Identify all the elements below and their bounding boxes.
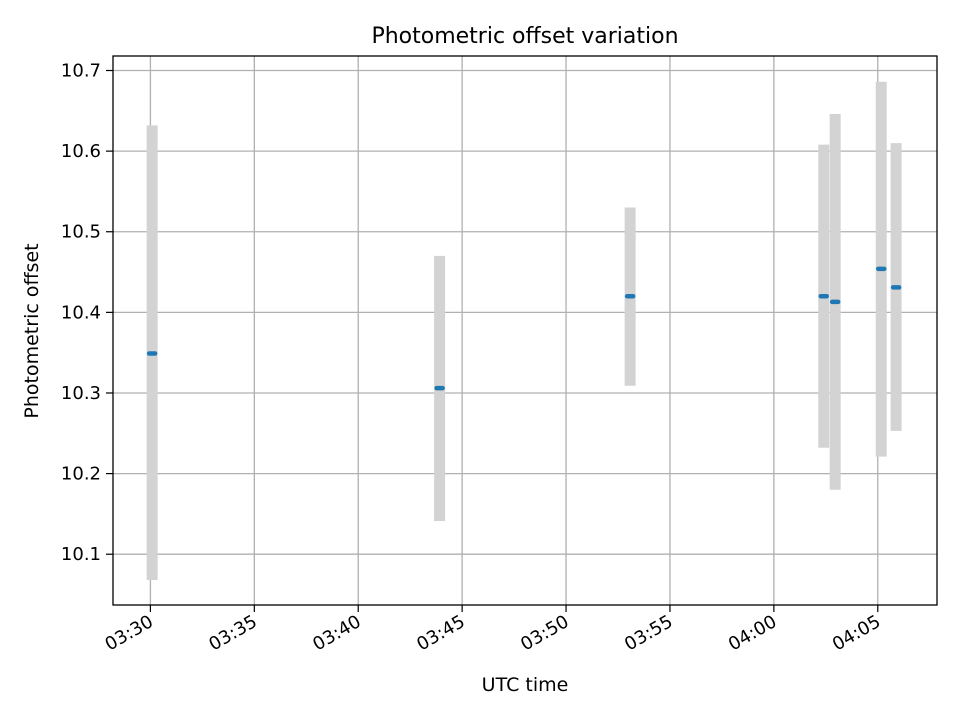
plot-area-frame (112, 55, 938, 606)
y-axis-label: Photometric offset (21, 243, 43, 418)
chart-title: Photometric offset variation (371, 24, 678, 49)
y-tick-label: 10.5 (61, 222, 101, 243)
y-tick-label: 10.2 (61, 464, 101, 485)
x-axis-label: UTC time (482, 674, 569, 696)
y-tick-label: 10.6 (61, 141, 101, 162)
y-tick-label: 10.1 (61, 544, 101, 565)
y-tick-label: 10.4 (61, 302, 101, 323)
data-points (146, 266, 902, 391)
y-tick-label: 10.3 (61, 383, 101, 404)
y-tick-label: 10.7 (61, 61, 101, 82)
